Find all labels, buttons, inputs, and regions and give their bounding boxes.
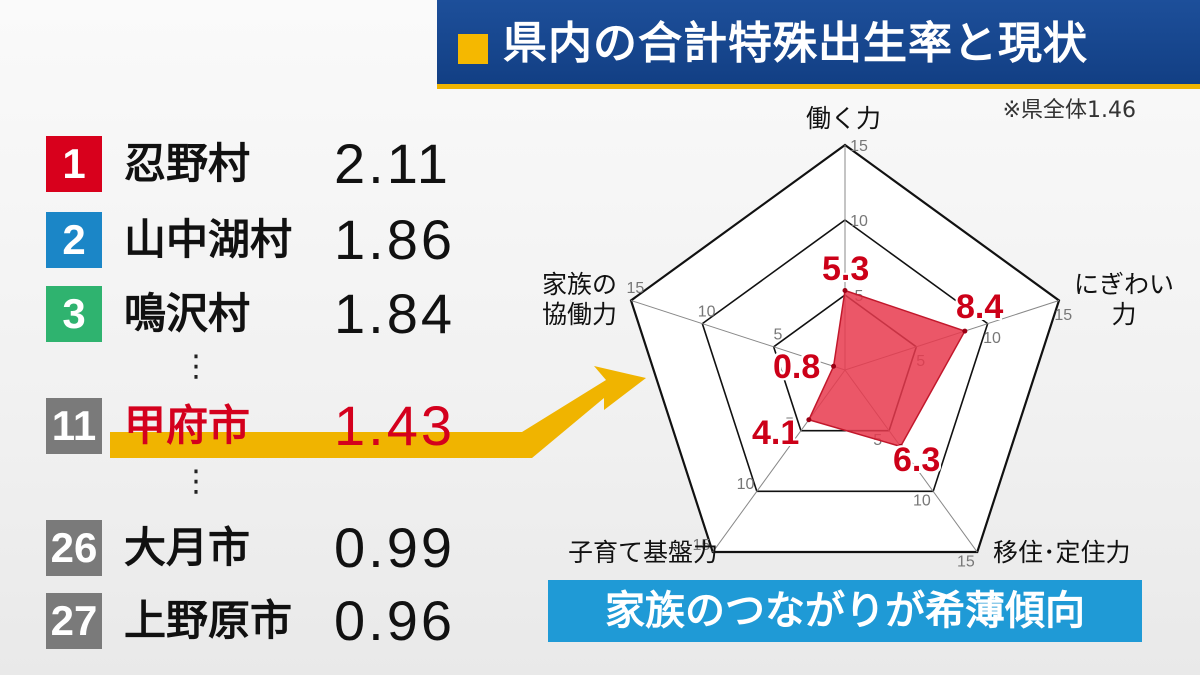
municipality-name: 山中湖村: [124, 215, 293, 264]
radar-data-point: [806, 417, 812, 423]
municipality-name: 甲府市: [124, 401, 251, 450]
title-square-icon: [458, 34, 488, 64]
radar-data-point: [898, 443, 904, 449]
rank-badge: 27: [46, 593, 102, 649]
radar-data-point: [962, 328, 968, 334]
radar-tick-label: 10: [737, 476, 755, 493]
prefecture-average-note: ※県全体1.46: [1002, 98, 1136, 123]
municipality-name: 上野原市: [124, 596, 293, 645]
value-label-childcare: 4.1: [752, 414, 800, 452]
radar-tick-label: 10: [913, 493, 931, 510]
fertility-rate: 0.99: [334, 516, 455, 579]
axis-label-childcare: 子育て基盤力: [568, 538, 719, 567]
radar-data-point: [842, 288, 848, 293]
radar-tick-label: 10: [983, 330, 1001, 347]
axis-label-bustle: にぎわい 力: [1074, 270, 1175, 329]
fertility-rate: 2.11: [334, 132, 451, 195]
value-label-bustle: 8.4: [956, 288, 1004, 326]
radar-spoke: [630, 299, 846, 371]
fertility-rate: 1.84: [334, 282, 455, 345]
municipality-name: 忍野村: [124, 139, 251, 188]
page-title: 県内の合計特殊出生率と現状: [503, 18, 1088, 69]
radar-tick-label: 15: [626, 280, 644, 297]
axis-label-migration: 移住･定住力: [993, 538, 1131, 567]
radar-tick-label: 15: [693, 537, 711, 554]
value-label-work: 5.3: [822, 250, 870, 288]
municipality-name: 大月市: [124, 523, 251, 572]
fertility-rate: 1.43: [334, 394, 455, 457]
radar-ring: [629, 143, 1061, 554]
conclusion-banner: 家族のつながりが希薄傾向: [548, 580, 1142, 642]
radar-tick-label: 5: [785, 415, 794, 432]
value-label-migration: 6.3: [893, 441, 941, 479]
radar-data-point: [831, 363, 837, 369]
radar-ring: [701, 219, 989, 493]
rank-badge: 3: [46, 286, 102, 342]
radar-tick-label: 15: [1054, 307, 1072, 324]
rank-badge: 11: [46, 398, 102, 454]
radar-tick-label: 10: [698, 303, 716, 320]
municipality-name: 鳴沢村: [124, 289, 251, 338]
rank-badge: 26: [46, 520, 102, 576]
fertility-rate: 1.86: [334, 208, 455, 271]
title-bar: [437, 0, 1200, 84]
rank-badge: 1: [46, 136, 102, 192]
radar-tick-label: 15: [850, 138, 868, 155]
rank-badge: 2: [46, 212, 102, 268]
radar-tick-label: 10: [850, 213, 868, 230]
title-bar-underline: [437, 84, 1200, 89]
axis-label-family: 家族の 協働力: [542, 270, 618, 329]
radar-data-area: [807, 289, 966, 448]
fertility-rate: 0.96: [334, 589, 455, 652]
radar-tick-label: 15: [957, 553, 975, 570]
value-label-family: 0.8: [773, 348, 821, 386]
pointer-arrow-shape: [110, 366, 646, 458]
axis-label-work: 働く力: [806, 104, 882, 133]
radar-tick-label: 5: [774, 327, 783, 344]
